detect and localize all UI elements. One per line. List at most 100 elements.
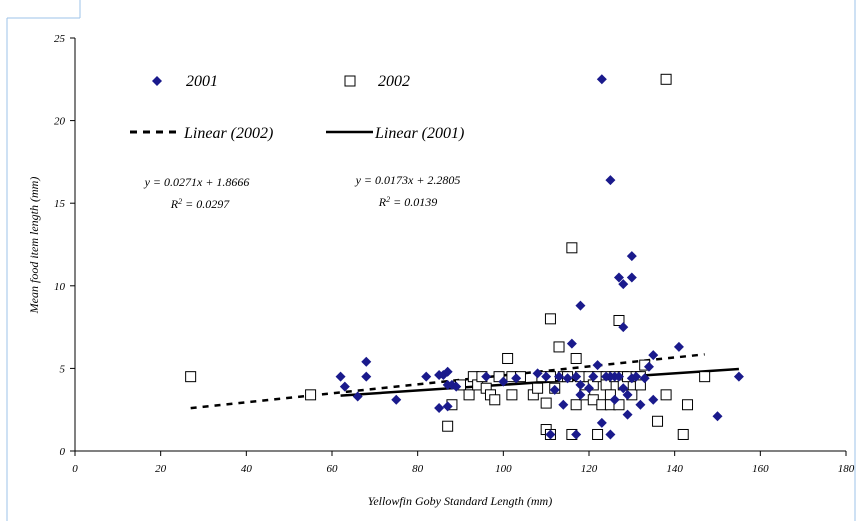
x-tick-label: 160 (752, 463, 769, 475)
data-point-2001 (618, 322, 629, 333)
equation-2002-line: y = 0.0271x + 1.8666 (144, 175, 250, 189)
data-point-2001 (673, 341, 684, 352)
equation-2002: y = 0.0271x + 1.8666 R2 = 0.0297 (144, 175, 250, 211)
data-point-2001 (562, 373, 573, 384)
x-tick-label: 0 (72, 463, 78, 475)
data-point-2001 (588, 371, 599, 382)
data-point-2001 (618, 383, 629, 394)
data-point-2002 (566, 242, 578, 254)
data-point-2002 (553, 341, 565, 353)
data-point-2001 (391, 394, 402, 405)
y-tick-label: 10 (54, 281, 66, 293)
equation-2002-r2-symbol: R (170, 197, 179, 211)
data-point-2002 (463, 389, 475, 401)
data-point-2001 (575, 389, 586, 400)
data-point-2001 (335, 371, 346, 382)
data-point-2001 (643, 361, 654, 372)
data-point-2001 (532, 368, 543, 379)
data-point-2001 (639, 373, 650, 384)
x-tick-label: 60 (327, 463, 339, 475)
x-tick-label: 140 (666, 463, 683, 475)
data-point-2002 (677, 428, 689, 440)
data-point-2001 (575, 300, 586, 311)
data-point-2002 (660, 389, 672, 401)
data-point-2001 (635, 399, 646, 410)
data-point-2001 (421, 371, 432, 382)
data-point-2001 (554, 371, 565, 382)
data-point-2001 (648, 350, 659, 361)
data-point-2002 (442, 420, 454, 432)
trendline-linear-2001 (340, 367, 739, 397)
y-tick-label: 20 (54, 116, 66, 128)
legend-marker-2002 (344, 75, 356, 87)
data-point-2001 (626, 251, 637, 262)
data-point-2001 (361, 371, 372, 382)
data-point-2002 (592, 428, 604, 440)
data-point-2002 (652, 415, 664, 427)
data-point-2002 (570, 399, 582, 411)
data-point-2001 (575, 379, 586, 390)
equation-2001-r2: R2 = 0.0139 (378, 195, 437, 210)
data-point-2001 (558, 399, 569, 410)
data-point-2001 (566, 338, 577, 349)
equation-2001-r2-value: = 0.0139 (390, 195, 437, 209)
data-point-2001 (605, 429, 616, 440)
data-point-2002 (489, 394, 501, 406)
data-point-2002 (682, 399, 694, 411)
x-tick-label: 40 (241, 463, 253, 475)
data-point-2001 (361, 356, 372, 367)
data-point-2001 (618, 279, 629, 290)
legend-label-linear-2002: Linear (2002) (183, 125, 273, 142)
data-point-2001 (339, 381, 350, 392)
data-point-2001 (442, 401, 453, 412)
data-point-2001 (451, 381, 462, 392)
equation-2002-r2-exponent: 2 (178, 197, 182, 206)
equation-2001-r2-symbol: R (378, 195, 387, 209)
data-point-2001 (549, 384, 560, 395)
data-point-2001 (352, 391, 363, 402)
data-point-2002 (506, 389, 518, 401)
data-point-2001 (584, 383, 594, 394)
data-point-2002 (634, 379, 646, 391)
data-point-2002 (544, 313, 556, 325)
data-point-2002 (613, 314, 625, 326)
equation-2002-r2: R2 = 0.0297 (170, 197, 230, 212)
legend-label-linear-2001: Linear (2001) (374, 125, 464, 142)
y-tick-label: 5 (60, 363, 66, 375)
equation-2001-line: y = 0.0173x + 2.2805 (355, 173, 461, 187)
equation-2002-r2-value: = 0.0297 (182, 197, 230, 211)
data-point-2001 (511, 373, 522, 384)
data-point-2001 (626, 272, 637, 283)
trendline-linear-2002 (190, 353, 705, 410)
data-point-2001 (596, 417, 607, 428)
data-point-2001 (733, 371, 744, 382)
data-point-2001 (541, 371, 552, 382)
data-point-2001 (648, 394, 659, 405)
data-point-2001 (631, 371, 642, 382)
y-tick-label: 25 (54, 33, 66, 45)
data-point-2001 (442, 366, 453, 377)
data-point-2002 (502, 352, 514, 364)
equation-2001: y = 0.0173x + 2.2805 R2 = 0.0139 (355, 173, 461, 209)
data-point-2002 (305, 389, 317, 401)
data-point-2001 (481, 371, 492, 382)
data-point-2001 (571, 429, 582, 440)
y-tick-label: 15 (54, 198, 66, 210)
legend-marker-2001 (152, 76, 162, 86)
data-point-2002 (660, 73, 672, 85)
data-point-2001 (592, 360, 603, 371)
y-axis-title: Mean food item length (mm) (27, 177, 41, 315)
data-point-2002 (570, 352, 582, 364)
data-point-2001 (596, 74, 607, 85)
data-point-2001 (712, 411, 723, 422)
x-tick-label: 20 (155, 463, 167, 475)
data-point-2002 (532, 382, 544, 394)
data-point-2001 (434, 403, 445, 414)
data-point-2001 (613, 272, 624, 283)
data-point-2002 (185, 371, 197, 383)
data-point-2001 (622, 409, 633, 420)
data-point-2001 (613, 371, 624, 382)
x-axis-title: Yellowfin Goby Standard Length (mm) (368, 494, 552, 508)
